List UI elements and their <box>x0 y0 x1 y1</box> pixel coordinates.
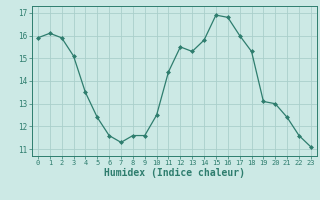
X-axis label: Humidex (Indice chaleur): Humidex (Indice chaleur) <box>104 168 245 178</box>
